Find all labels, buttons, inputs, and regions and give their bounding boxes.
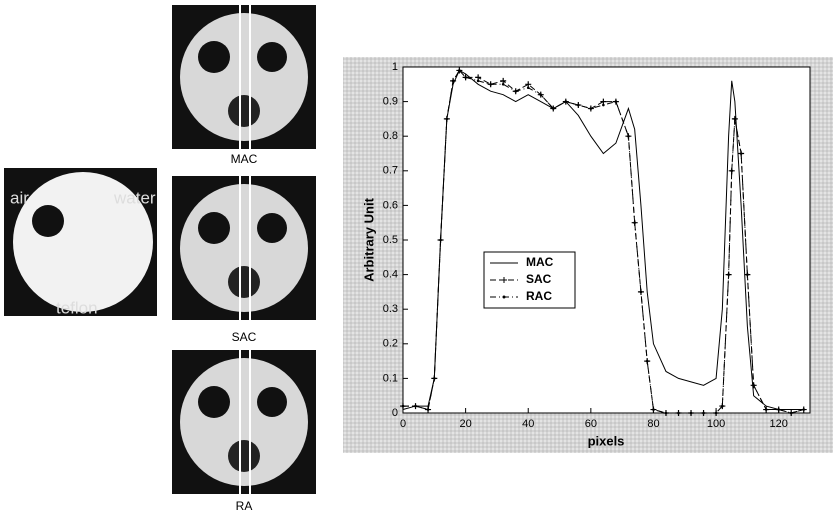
dot-marker: [777, 408, 780, 411]
hole: [257, 387, 287, 417]
dot-marker: [739, 152, 743, 155]
y-tick-label: 0.5: [383, 234, 398, 246]
dot-marker: [746, 273, 749, 276]
x-tick-label: 40: [522, 418, 534, 430]
x-axis-label: pixels: [588, 433, 625, 448]
dot-marker: [714, 411, 718, 415]
y-tick-label: 0.7: [383, 165, 398, 177]
y-tick-label: 0.4: [383, 269, 398, 281]
dot-marker: [764, 408, 768, 411]
dot-marker: [589, 107, 593, 110]
dot-marker: [802, 408, 806, 411]
dot-marker: [426, 408, 430, 411]
plot-area: [402, 66, 811, 414]
x-tick-label: 80: [647, 418, 659, 430]
dot-marker: [439, 238, 442, 242]
reconstruction-image: [172, 176, 316, 320]
y-tick-label: 1: [392, 61, 398, 73]
dot-marker: [752, 384, 755, 387]
y-tick-label: 0.6: [383, 199, 398, 211]
dot-marker: [727, 273, 730, 276]
dot-marker: [451, 79, 455, 83]
hole: [228, 266, 260, 298]
x-tick-label: 60: [585, 418, 597, 430]
image-label: SAC: [232, 330, 257, 344]
dot-marker: [664, 411, 668, 415]
legend-marker: [501, 277, 507, 283]
dot-marker: [526, 86, 530, 90]
y-tick-label: 0.2: [383, 338, 398, 350]
dot-marker: [476, 79, 480, 83]
dot-marker: [514, 89, 518, 93]
y-axis-label: Arbitrary Unit: [361, 197, 376, 281]
plus-marker: [500, 77, 507, 84]
y-tick-label: 0.9: [383, 96, 398, 108]
image-label: MAC: [231, 152, 258, 166]
hole: [228, 95, 260, 127]
dot-marker: [721, 404, 724, 408]
y-tick-label: 0.8: [383, 130, 398, 142]
x-tick-label: 20: [459, 418, 471, 430]
dot-marker: [489, 83, 492, 86]
hole: [198, 212, 230, 244]
series-line: [403, 69, 804, 414]
dot-marker: [730, 169, 734, 173]
hole: [198, 386, 230, 418]
dot-marker: [433, 377, 436, 380]
x-tick-label: 100: [707, 418, 725, 430]
y-tick-label: 0: [392, 407, 398, 419]
plus-marker: [475, 74, 482, 81]
legend-marker: [502, 295, 506, 299]
phantom-label: teflon: [56, 298, 98, 317]
dot-marker: [645, 359, 649, 363]
reconstruction-image: [172, 5, 316, 149]
x-tick-label: 0: [400, 418, 406, 430]
legend-label: MAC: [526, 255, 554, 269]
hole: [257, 213, 287, 243]
dot-marker: [689, 411, 693, 415]
hole: [257, 42, 287, 72]
phantom-label: air: [10, 188, 29, 207]
dot-marker: [602, 103, 605, 107]
hole: [198, 41, 230, 73]
dot-marker: [551, 107, 555, 110]
dot-marker: [564, 100, 568, 103]
phantom-label: water: [113, 188, 156, 207]
dot-marker: [577, 103, 580, 107]
dot-marker: [702, 411, 705, 415]
dot-marker: [627, 134, 630, 138]
dot-marker: [677, 411, 680, 415]
legend-label: SAC: [526, 272, 552, 286]
dot-marker: [789, 411, 793, 415]
image-label: RA: [236, 499, 253, 513]
dot-marker: [414, 404, 417, 408]
dot-marker: [539, 93, 543, 96]
dot-marker: [652, 408, 655, 411]
x-tick-label: 120: [770, 418, 788, 430]
plus-marker: [525, 81, 532, 88]
legend-label: RAC: [526, 289, 552, 303]
plus-marker: [600, 98, 607, 105]
reconstruction-image: [172, 350, 316, 494]
dot-marker: [614, 100, 618, 103]
dot-marker: [458, 69, 461, 72]
dot-marker: [633, 221, 636, 224]
y-tick-label: 0.1: [383, 372, 398, 384]
dot-marker: [464, 76, 467, 79]
dot-marker: [445, 117, 449, 121]
dot-marker: [501, 83, 505, 86]
dot-marker: [733, 117, 737, 121]
phantom-image: air water teflon: [4, 168, 157, 317]
dot-marker: [401, 404, 405, 408]
hole: [228, 440, 260, 472]
y-tick-label: 0.3: [383, 303, 398, 315]
dot-marker: [639, 290, 643, 294]
